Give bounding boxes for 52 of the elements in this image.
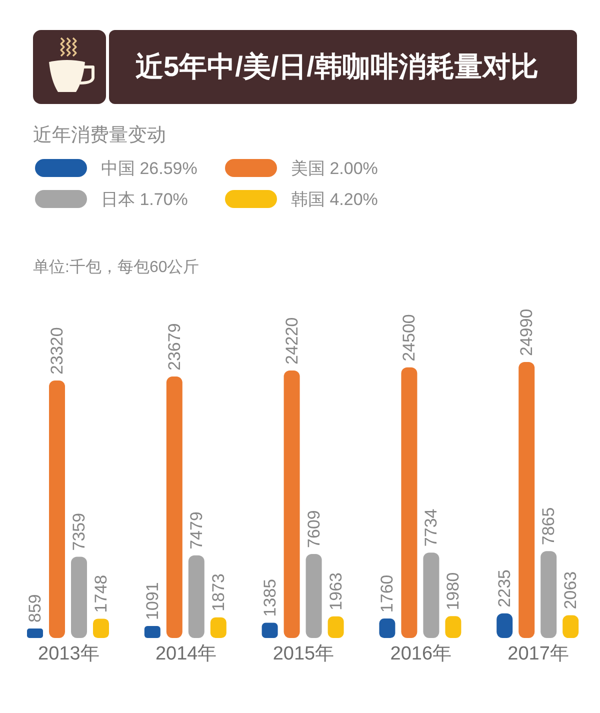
bar — [496, 613, 513, 638]
data-label: 859 — [26, 594, 44, 623]
bar — [401, 367, 418, 638]
data-label: 23320 — [48, 327, 66, 374]
legend-label: 韩国 4.20% — [291, 188, 378, 210]
data-label: 24220 — [282, 317, 302, 365]
bar — [540, 551, 557, 638]
bar — [262, 622, 278, 638]
bar — [210, 617, 226, 638]
data-label: 1385 — [260, 578, 280, 617]
bar — [328, 616, 344, 638]
bar — [144, 626, 160, 638]
bar — [445, 616, 462, 638]
bar — [49, 380, 65, 638]
data-label: 2235 — [495, 569, 514, 608]
x-tick-label: 2015年 — [272, 643, 334, 664]
bar — [284, 370, 300, 638]
data-label: 1873 — [208, 573, 228, 612]
legend-label: 美国 2.00% — [291, 158, 378, 180]
bar — [71, 556, 87, 638]
text: 单位:千包，每包60公斤 — [33, 258, 200, 278]
bar — [518, 362, 535, 638]
bar — [93, 618, 109, 638]
x-tick-label: 2016年 — [390, 643, 452, 664]
x-tick-label: 2013年 — [38, 643, 100, 664]
bar — [188, 555, 204, 638]
chart-subtitle: 近年消费量变动 — [33, 124, 166, 148]
data-label: 1748 — [92, 574, 110, 613]
x-tick-label: 2017年 — [508, 643, 569, 664]
data-label: 1091 — [142, 582, 162, 620]
data-label: 1760 — [378, 574, 397, 613]
legend-label: 中国 26.59% — [101, 158, 198, 180]
bar — [166, 376, 182, 638]
x-tick-label: 2014年 — [155, 643, 217, 664]
data-label: 7609 — [304, 510, 324, 548]
data-label: 7734 — [422, 508, 441, 547]
data-label: 24990 — [517, 308, 536, 356]
data-label: 7865 — [539, 507, 558, 546]
bar — [306, 554, 322, 638]
bar — [562, 615, 579, 638]
data-label: 1980 — [444, 572, 463, 610]
data-label: 7479 — [186, 512, 206, 550]
data-label: 2063 — [561, 571, 580, 610]
data-label: 24500 — [400, 314, 419, 362]
chart-title: 近5年中/美/日/韩咖啡消耗量对比 — [136, 50, 538, 84]
bar — [27, 628, 43, 638]
bar — [379, 618, 396, 638]
data-label: 1963 — [326, 572, 346, 610]
bar — [423, 552, 440, 638]
data-label: 7359 — [70, 512, 88, 551]
data-label: 23679 — [164, 323, 184, 370]
legend-label: 日本 1.70% — [101, 188, 188, 210]
